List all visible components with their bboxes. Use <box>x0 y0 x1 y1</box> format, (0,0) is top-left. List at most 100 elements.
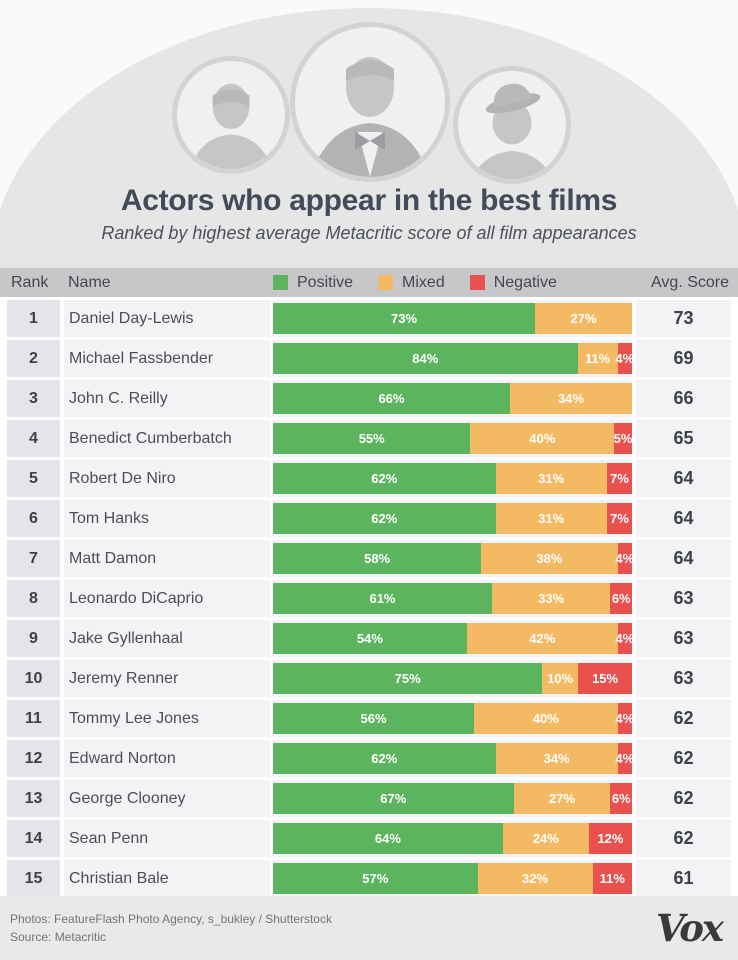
page-title: Actors who appear in the best films <box>120 184 618 217</box>
bar-segment-mixed: 31% <box>495 463 607 494</box>
bar-segment-label: 4% <box>615 751 635 766</box>
bar-segment-label: 4% <box>615 551 635 566</box>
bar-segment-label: 64% <box>374 831 401 846</box>
table-row: 2 Michael Fassbender 84% 11% 4% 69 <box>0 340 738 377</box>
avg-score: 73 <box>632 300 738 337</box>
bar-segment-negative: 4% <box>615 343 634 374</box>
bar-segment-mixed: 34% <box>509 383 632 414</box>
bar-segment-positive: 61% <box>273 583 492 614</box>
footer: Photos: FeatureFlash Photo Agency, s_buk… <box>0 896 738 960</box>
bar-segment-positive: 75% <box>273 663 543 694</box>
avg-score: 66 <box>632 380 738 417</box>
avg-score: 63 <box>632 580 738 617</box>
bar-segment-positive: 64% <box>273 823 503 854</box>
avg-score: 64 <box>632 500 738 537</box>
stacked-bar: 67% 27% 6% <box>273 783 633 814</box>
bar-segment-label: 4% <box>615 631 635 646</box>
stacked-bar: 62% 31% 7% <box>273 503 632 534</box>
actor-name: Jake Gyllenhaal <box>64 620 273 657</box>
legend: Positive Mixed Negative <box>273 274 632 292</box>
bar-segment-label: 10% <box>547 671 574 686</box>
table-row: 3 John C. Reilly 66% 34% 66 <box>0 380 738 417</box>
actor-photo-daniel-day-lewis <box>290 22 450 182</box>
legend-item-positive: Positive <box>273 274 353 292</box>
bar-segment-label: 34% <box>557 391 584 406</box>
bar-segment-mixed: 40% <box>474 703 618 734</box>
bar-cell: 61% 33% 6% <box>273 580 632 617</box>
rank: 5 <box>0 460 64 497</box>
stacked-bar: 54% 42% 4% <box>273 623 635 654</box>
table-row: 11 Tommy Lee Jones 56% 40% 4% 62 <box>0 700 738 737</box>
bar-segment-label: 73% <box>391 311 418 326</box>
bar-segment-positive: 67% <box>273 783 514 814</box>
bar-segment-label: 7% <box>610 511 629 526</box>
actor-name: Matt Damon <box>64 540 273 577</box>
bar-segment-negative: 4% <box>615 543 635 574</box>
bar-segment-label: 31% <box>538 471 565 486</box>
legend-item-mixed: Mixed <box>378 274 445 292</box>
stacked-bar: 73% 27% <box>273 303 632 334</box>
bar-segment-label: 6% <box>611 591 631 606</box>
bar-cell: 56% 40% 4% <box>273 700 634 737</box>
table-row: 9 Jake Gyllenhaal 54% 42% 4% 63 <box>0 620 738 657</box>
table-row: 8 Leonardo DiCaprio 61% 33% 6% 63 <box>0 580 738 617</box>
actor-name: Leonardo DiCaprio <box>64 580 273 617</box>
stacked-bar: 75% 10% 15% <box>273 663 632 694</box>
avg-score: 61 <box>632 860 738 897</box>
avg-score: 62 <box>632 700 738 737</box>
bar-segment-negative: 4% <box>615 703 634 734</box>
rank: 9 <box>0 620 64 657</box>
bar-segment-label: 38% <box>536 551 563 566</box>
table-header: Rank Name Positive Mixed Negative Avg. S… <box>0 268 738 297</box>
bar-segment-label: 27% <box>570 311 597 326</box>
table-row: 1 Daniel Day-Lewis 73% 27% 73 <box>0 300 738 337</box>
actor-name: John C. Reilly <box>64 380 273 417</box>
actor-name: Jeremy Renner <box>64 660 273 697</box>
actor-name: Sean Penn <box>64 820 273 857</box>
stacked-bar: 66% 34% <box>273 383 632 414</box>
bar-segment-negative: 15% <box>578 663 632 694</box>
bar-segment-label: 6% <box>611 791 631 806</box>
bar-segment-negative: 12% <box>588 823 632 854</box>
person-silhouette-icon <box>189 83 273 169</box>
bar-segment-positive: 62% <box>273 503 496 534</box>
bar-cell: 57% 32% 11% <box>273 860 632 897</box>
credits: Photos: FeatureFlash Photo Agency, s_buk… <box>10 910 332 946</box>
bar-segment-positive: 62% <box>273 743 496 774</box>
bar-segment-positive: 66% <box>273 383 510 414</box>
rank: 10 <box>0 660 64 697</box>
bar-segment-positive: 55% <box>273 423 471 454</box>
bar-segment-label: 40% <box>529 431 556 446</box>
bar-segment-label: 62% <box>371 471 398 486</box>
bar-segment-label: 84% <box>412 351 439 366</box>
bar-cell: 64% 24% 12% <box>273 820 632 857</box>
rank: 15 <box>0 860 64 897</box>
bar-segment-negative: 11% <box>592 863 632 894</box>
bar-segment-mixed: 32% <box>477 863 593 894</box>
bar-cell: 84% 11% 4% <box>273 340 634 377</box>
avg-score: 62 <box>632 820 738 857</box>
bar-segment-label: 11% <box>599 871 625 886</box>
stacked-bar: 56% 40% 4% <box>273 703 634 734</box>
bar-segment-mixed: 11% <box>577 343 618 374</box>
bar-segment-mixed: 10% <box>542 663 579 694</box>
bar-cell: 58% 38% 4% <box>273 540 635 577</box>
bar-segment-label: 61% <box>369 591 396 606</box>
actor-name: Michael Fassbender <box>64 340 273 377</box>
bar-segment-positive: 56% <box>273 703 475 734</box>
bar-segment-negative: 7% <box>606 503 632 534</box>
credits-source: Source: Metacritic <box>10 930 107 944</box>
bar-segment-positive: 58% <box>273 543 482 574</box>
bar-segment-label: 24% <box>532 831 559 846</box>
stacked-bar: 84% 11% 4% <box>273 343 634 374</box>
bar-segment-positive: 57% <box>273 863 478 894</box>
bar-segment-negative: 6% <box>610 583 632 614</box>
bar-segment-label: 12% <box>597 831 624 846</box>
table-row: 6 Tom Hanks 62% 31% 7% 64 <box>0 500 738 537</box>
rank: 6 <box>0 500 64 537</box>
table-row: 5 Robert De Niro 62% 31% 7% 64 <box>0 460 738 497</box>
bar-segment-label: 58% <box>364 551 391 566</box>
bar-segment-mixed: 40% <box>470 423 615 454</box>
bar-segment-label: 5% <box>613 431 633 446</box>
stacked-bar: 58% 38% 4% <box>273 543 635 574</box>
